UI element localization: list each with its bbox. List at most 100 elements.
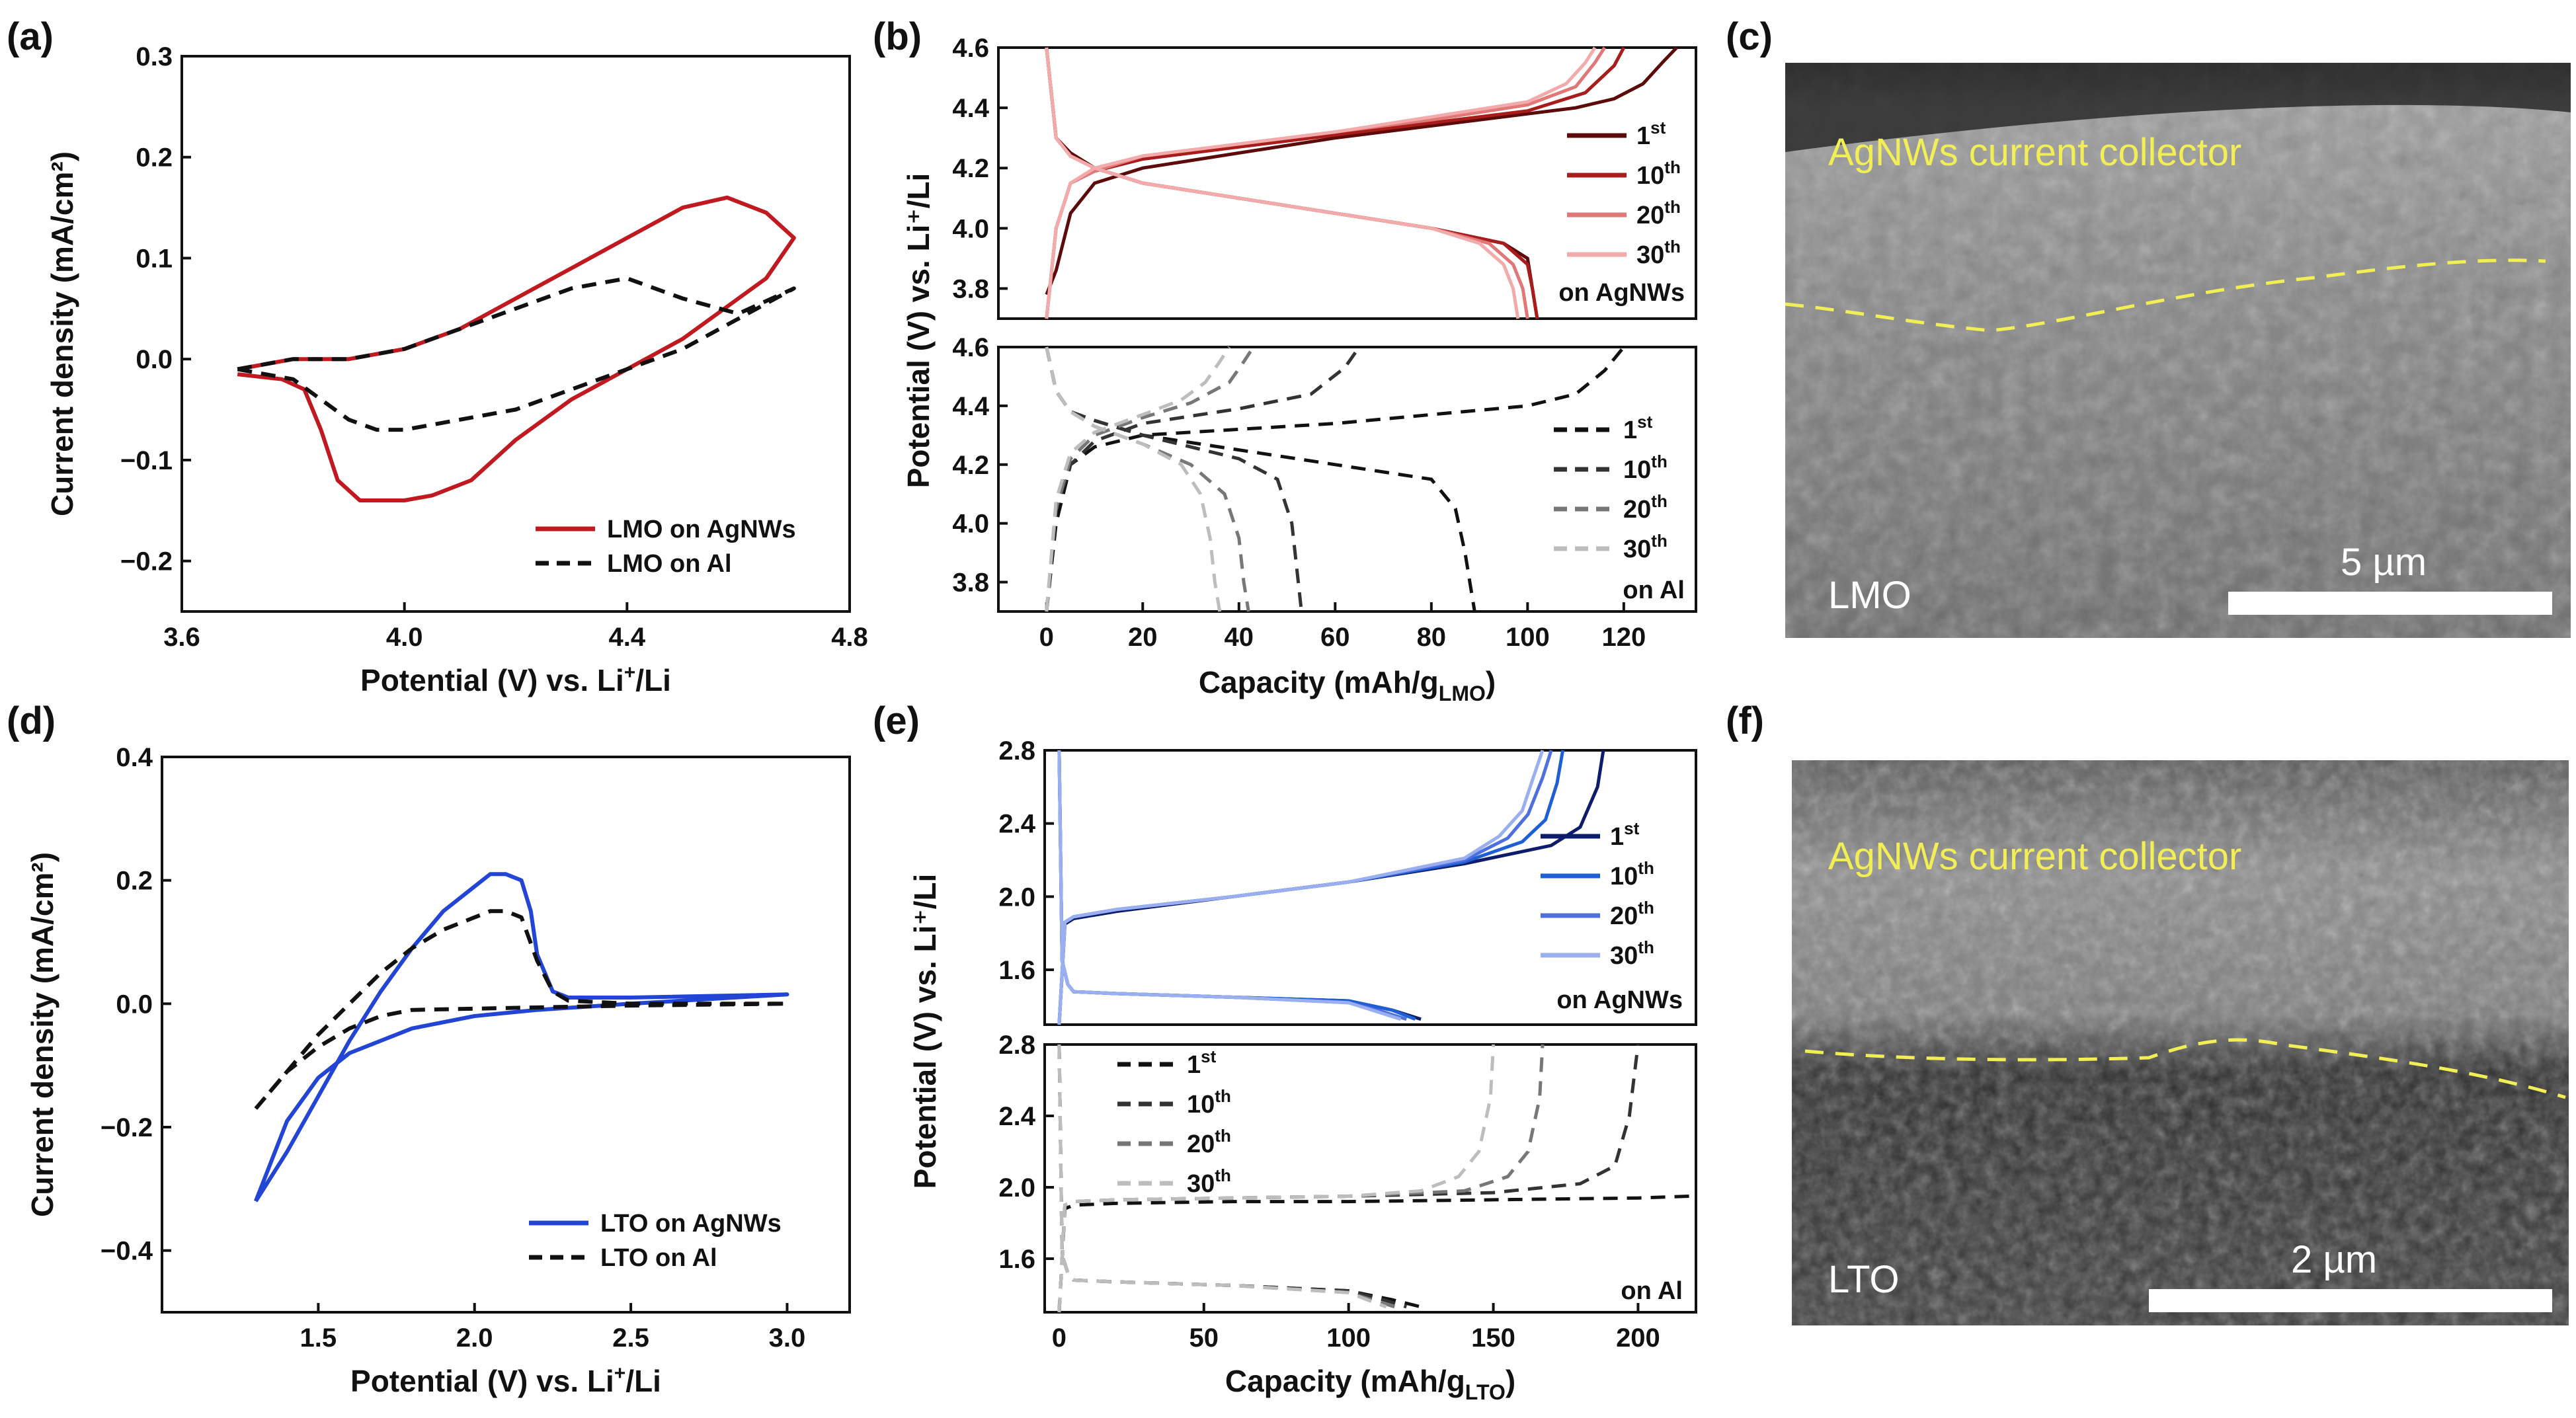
legend-label: 20th <box>1610 898 1654 930</box>
y-tick-label: 0.2 <box>136 143 173 173</box>
sem-c-material: LMO <box>1828 574 1912 617</box>
y-tick-label: 0.4 <box>116 743 153 772</box>
cv-curve-2 <box>254 909 789 1110</box>
legend-label: 20th <box>1623 491 1668 524</box>
y-axis-label: Current density (mA/cm²) <box>45 151 79 516</box>
sem-f-texture <box>1792 760 2569 1325</box>
x-tick-label: 40 <box>1225 623 1254 652</box>
discharge-curve-1st <box>1057 1044 1422 1309</box>
panel-label-c: (c) <box>1726 15 1773 58</box>
discharge-curve-1st <box>1057 750 1422 1021</box>
x-tick-label: 2.0 <box>456 1323 493 1353</box>
panel-label-e: (e) <box>873 699 920 742</box>
discharge-curve-10th <box>1045 346 1303 612</box>
legend-label: 30th <box>1623 531 1668 563</box>
discharge-curve-10th <box>1057 750 1416 1021</box>
y-tick-label: 4.0 <box>952 510 989 539</box>
x-axis-label: Capacity (mAh/gLTO) <box>1225 1364 1515 1404</box>
x-tick-label: 200 <box>1616 1323 1660 1353</box>
y-tick-label: 1.6 <box>998 956 1035 985</box>
sem-c-scale-label: 5 µm <box>2341 541 2427 584</box>
chart-a-cv-lmo: −0.2 −0.1 0.0 0.1 0.2 0.3 3.6 4.0 4.4 4.8 Potentia… <box>45 42 868 697</box>
panel-label-b: (b) <box>873 15 922 58</box>
charge-curve-1st <box>1057 1195 1691 1313</box>
legend-label: 10th <box>1610 858 1654 890</box>
legend-label: 10th <box>1623 452 1668 484</box>
plot-frame <box>1043 1043 1697 1314</box>
y-tick-label: 2.0 <box>998 1173 1035 1202</box>
charge-curve-20th <box>1045 346 1255 612</box>
charge-curve-30th <box>1057 1044 1496 1313</box>
legend-label: 1st <box>1636 118 1666 150</box>
discharge-curve-20th <box>1057 750 1407 1021</box>
x-tick-label: 3.6 <box>163 623 200 652</box>
legend-label: 20th <box>1187 1126 1231 1158</box>
plot-frame <box>997 46 1697 320</box>
plot-frame <box>1043 749 1697 1026</box>
y-tick-label: −0.2 <box>120 547 173 576</box>
legend-label: 10th <box>1636 157 1681 190</box>
y-tick-label: 1.6 <box>998 1245 1035 1274</box>
y-tick-label: 4.4 <box>952 94 989 123</box>
legend-label: 1st <box>1187 1046 1217 1079</box>
chart-b-charge-discharge-lmo: 3.8 4.0 4.2 4.4 4.6 1st 10th 20th 30th on AgNWs 3.… <box>901 34 1697 705</box>
y-tick-label: 2.8 <box>998 736 1035 766</box>
panel-label-d: (d) <box>7 699 56 742</box>
x-tick-label: 50 <box>1189 1323 1219 1353</box>
y-tick-label: 2.0 <box>998 883 1035 912</box>
plot-frame <box>161 756 851 1314</box>
plot-frame <box>997 346 1697 613</box>
discharge-curve-1st <box>1045 346 1476 612</box>
sem-c-caption: AgNWs current collector <box>1828 131 2241 174</box>
y-tick-label: 4.4 <box>952 392 989 421</box>
legend-label: 30th <box>1187 1165 1231 1198</box>
discharge-curve-20th <box>1045 47 1529 319</box>
discharge-curve-30th <box>1045 47 1520 319</box>
charge-curve-30th <box>1045 46 1597 319</box>
panel-label-f: (f) <box>1726 699 1764 742</box>
cv-curve-1 <box>237 195 796 502</box>
legend-label: 30th <box>1610 937 1654 970</box>
discharge-curve-30th <box>1057 1044 1387 1309</box>
sem-f-material: LTO <box>1828 1258 1899 1301</box>
x-tick-label: 20 <box>1128 623 1158 652</box>
sem-c-scale-bar <box>2228 592 2552 615</box>
legend-label: LTO on Al <box>600 1244 717 1272</box>
y-tick-label: 3.8 <box>952 569 989 598</box>
charge-curve-10th <box>1057 1044 1640 1313</box>
legend-label: LMO on AgNWs <box>607 516 796 543</box>
x-tick-label: 0 <box>1039 623 1054 652</box>
charge-curve-1st <box>1057 750 1605 1025</box>
x-tick-label: 150 <box>1471 1323 1515 1353</box>
legend-title: on Al <box>1623 576 1685 604</box>
y-tick-label: −0.4 <box>101 1237 153 1266</box>
y-axis-label: Current density (mA/cm²) <box>25 852 60 1217</box>
y-tick-label: 2.4 <box>998 1102 1035 1131</box>
sem-image-c: AgNWs current collector LMO 5 µm <box>1785 63 2571 638</box>
sem-c-texture <box>1785 63 2571 638</box>
y-tick-label: 4.2 <box>952 154 989 183</box>
y-tick-label: 4.0 <box>952 214 989 243</box>
chart-d-cv-lto: −0.4 −0.2 0.0 0.2 0.4 1.5 2.0 2.5 3.0 Potential (… <box>25 743 851 1398</box>
y-tick-label: −0.1 <box>120 446 173 475</box>
panel-label-a: (a) <box>7 15 54 58</box>
y-tick-label: 2.4 <box>998 810 1035 839</box>
charge-curve-10th <box>1045 46 1626 319</box>
y-tick-label: 0.0 <box>136 345 173 374</box>
y-tick-label: 0.1 <box>136 244 173 273</box>
charge-curve-20th <box>1057 1044 1545 1313</box>
x-tick-label: 80 <box>1417 623 1447 652</box>
y-axis-label: Potential (V) vs. Li⁺/Li <box>908 874 942 1189</box>
x-tick-label: 3.0 <box>769 1323 806 1353</box>
y-tick-label: 0.2 <box>116 867 153 896</box>
y-tick-label: 2.8 <box>998 1031 1035 1060</box>
sem-f-caption: AgNWs current collector <box>1828 835 2241 878</box>
discharge-curve-10th <box>1057 1044 1407 1309</box>
charge-curve-1st <box>1045 346 1625 612</box>
y-tick-label: 0.3 <box>136 42 173 71</box>
x-tick-label: 100 <box>1326 1323 1371 1353</box>
x-tick-label: 120 <box>1601 623 1646 652</box>
x-tick-label: 100 <box>1506 623 1550 652</box>
legend-title: on Al <box>1621 1277 1683 1305</box>
